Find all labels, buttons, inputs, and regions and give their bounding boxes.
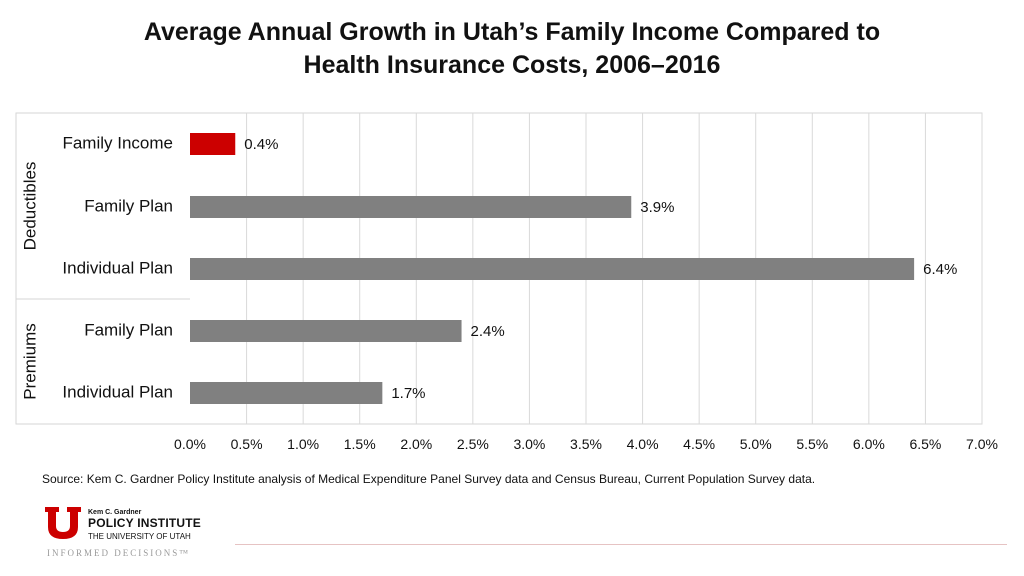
category-label: Family Plan (84, 320, 173, 339)
x-tick-label: 0.0% (174, 436, 206, 452)
data-label: 0.4% (244, 136, 278, 153)
data-label: 3.9% (640, 199, 674, 216)
data-label: 1.7% (391, 385, 425, 402)
chart-title-line-1: Average Annual Growth in Utah’s Family I… (143, 18, 881, 46)
x-tick-label: 6.5% (909, 436, 941, 452)
category-label: Family Income (62, 133, 173, 152)
x-tick-label: 0.5% (231, 436, 263, 452)
source-note: Source: Kem C. Gardner Policy Institute … (42, 472, 816, 486)
data-label: 2.4% (471, 323, 505, 340)
x-tick-label: 5.5% (796, 436, 828, 452)
x-tick-label: 4.0% (627, 436, 659, 452)
x-tick-label: 6.0% (853, 436, 885, 452)
group-label: Premiums (20, 323, 39, 400)
x-tick-label: 5.0% (740, 436, 772, 452)
footer-rule (235, 544, 1007, 545)
bar (190, 382, 383, 404)
logo-tagline: INFORMED DECISIONS™ (47, 548, 191, 558)
university-u-logo-icon (45, 507, 81, 539)
category-label: Family Plan (84, 196, 173, 215)
logo-main-text: POLICY INSTITUTE (88, 516, 201, 530)
chart-title-line-2: Health Insurance Costs, 2006–2016 (303, 51, 721, 79)
x-tick-label: 3.5% (570, 436, 602, 452)
x-tick-label: 7.0% (966, 436, 998, 452)
bar (190, 258, 915, 280)
x-tick-label: 2.0% (400, 436, 432, 452)
bar (190, 133, 236, 155)
chart-title: Average Annual Growth in Utah’s Family I… (0, 16, 1024, 82)
policy-institute-logo: Kem C. Gardner POLICY INSTITUTE THE UNIV… (44, 506, 284, 566)
bar (190, 320, 462, 342)
x-tick-label: 3.0% (513, 436, 545, 452)
x-tick-label: 1.0% (287, 436, 319, 452)
category-label: Individual Plan (62, 258, 173, 277)
logo-small-text: Kem C. Gardner (88, 509, 142, 516)
bar-chart: 0.0% 0.5% 1.0% 1.5% 2.0% 2.5% 3.0% 3.5% 4.0% 4.5%… (15, 112, 998, 452)
category-label: Individual Plan (62, 382, 173, 401)
data-label: 6.4% (923, 261, 957, 278)
logo-sub-text: THE UNIVERSITY OF UTAH (88, 532, 191, 541)
x-tick-label: 1.5% (344, 436, 376, 452)
x-tick-label: 4.5% (683, 436, 715, 452)
x-tick-label: 2.5% (457, 436, 489, 452)
group-label: Deductibles (20, 162, 39, 251)
bar (190, 196, 632, 218)
